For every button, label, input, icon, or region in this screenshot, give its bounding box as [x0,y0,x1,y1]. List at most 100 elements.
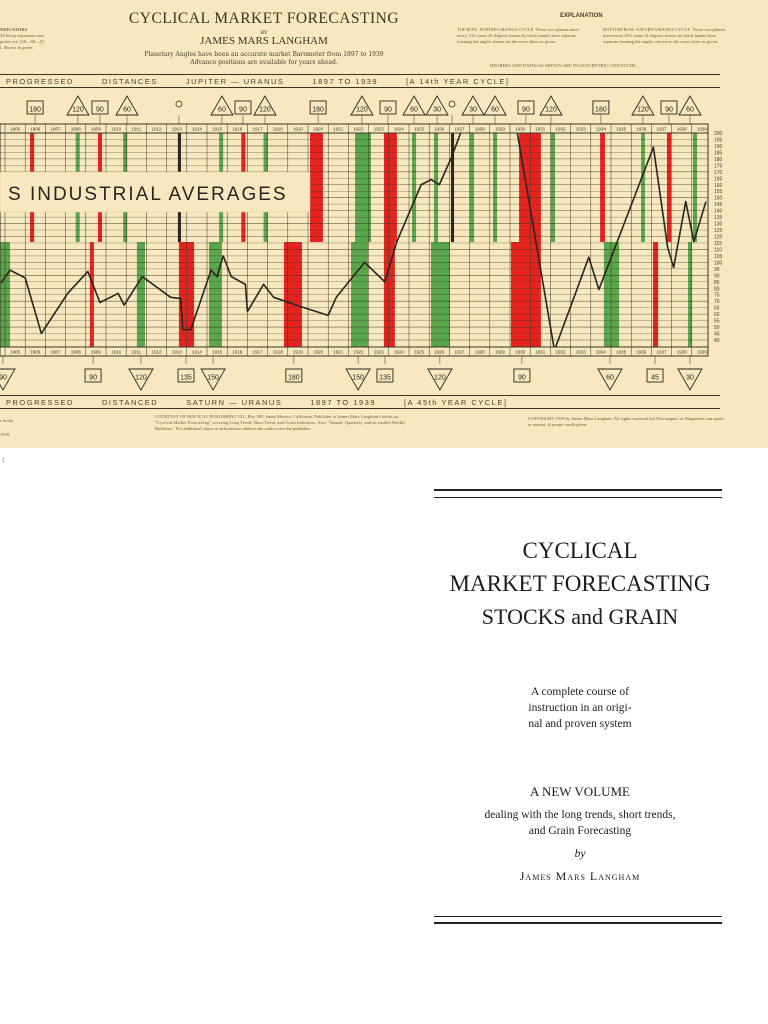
y-tick-label: 115 [714,241,722,247]
angle-label: 90 [518,375,526,382]
y-tick-label: 130 [714,222,723,228]
top-rule-thin [434,497,722,498]
angle-box [376,368,394,383]
band-label-planets: SATURN — URANUS [186,397,283,407]
angle-triangle [425,95,449,116]
y-tick-label: 50 [714,325,720,331]
left-indicators-note: NDICATORS 33 being expansion and points … [0,27,70,51]
year-label-bottom: 1923 [374,350,385,355]
poster-author: JAMES MARS LANGHAM [200,35,328,47]
angle-label: 180 [312,107,324,114]
year-label-bottom: 1930 [515,350,526,355]
y-tick-label: 165 [714,176,723,182]
chart-poster: NDICATORS 33 being expansion and points … [0,0,768,448]
stray-mark: : [2,455,5,464]
bottom-rule [434,922,722,924]
year-label-bottom: 1927 [454,350,465,355]
y-tick-label: 55 [714,319,720,325]
year-label-bottom: 1934 [596,350,607,355]
angle-label: 60 [606,375,614,382]
saturn-uranus-band [653,242,659,347]
conjunction-circle [175,100,183,108]
year-label-top: 1913 [172,127,183,132]
year-label-top: 1919 [293,127,304,132]
year-label-bottom: 1924 [394,350,405,355]
bottom-rule-thin [434,916,722,917]
y-tick-label: 45 [714,332,720,338]
left-footer: r in the 1939. [0,418,30,438]
angle-box [309,100,327,115]
band-label-text: PROGRESSED [6,397,74,407]
y-tick-label: 190 [714,144,723,150]
year-label-top: 1924 [394,127,405,132]
angle-label: 60 [123,107,131,114]
industrial-averages-line [0,133,707,347]
saturn-uranus-band [511,242,541,347]
year-label-bottom: 1928 [475,350,486,355]
book-title-line-1: CYCLICAL [522,538,638,563]
year-label-top: 1922 [353,127,364,132]
angle-triangle [631,95,655,116]
year-label-top: 1934 [596,127,607,132]
angle-label: 90 [384,107,392,114]
angle-box [513,368,531,383]
year-label-bottom: 1917 [252,350,263,355]
year-label-bottom: 1906 [30,350,41,355]
year-label-bottom: 1937 [656,350,667,355]
angle-label: 90 [89,375,97,382]
year-label-top: 1908 [71,127,82,132]
angle-triangle [66,95,90,116]
angle-triangle [597,368,623,391]
angle-label: 150 [352,375,364,382]
jupiter-uranus-band [693,133,698,242]
year-label-top: 1920 [313,127,324,132]
saturn-uranus-band [383,242,395,347]
angle-label: 30 [469,107,477,114]
year-label-bottom: 1920 [313,350,324,355]
year-label-bottom: 1926 [434,350,445,355]
year-label-bottom: 1932 [555,350,566,355]
description-line: nal and proven system [528,718,632,730]
angle-triangle [210,95,234,116]
year-label-top: 1928 [475,127,486,132]
description-line: dealing with the long trends, short tren… [484,809,676,821]
angle-label: 90 [96,107,104,114]
year-label-bottom: 1907 [50,350,61,355]
description-line: instruction in an origi- [528,702,632,714]
copyright-note: COPYRIGHT 1939 by James Mars Langham. Al… [528,416,724,427]
jupiter-uranus-band [355,133,372,242]
y-tick-label: 155 [714,189,723,195]
angle-label: 120 [545,107,557,114]
jupiter-uranus-band [383,133,397,242]
y-tick-label: 175 [714,163,723,169]
year-label-top: 1921 [333,127,344,132]
angle-box [91,100,109,115]
year-label-bottom: 1938 [677,350,688,355]
band-label-text: PROGRESSED [6,76,74,86]
y-tick-label: 40 [714,338,720,344]
band-label-text: DISTANCED [101,397,159,407]
year-label-top: 1905 [10,127,21,132]
angle-triangle [345,368,371,391]
angle-label: 45 [651,375,659,382]
angle-box [660,100,678,115]
angle-label: 30 [686,375,694,382]
y-tick-label: 75 [714,293,720,299]
footer-line: 1939. [0,432,11,437]
saturn-uranus-band [283,242,302,347]
saturn-uranus-band [431,242,451,347]
indicator-heading: NDICATORS [0,27,28,32]
angle-box [84,368,102,383]
y-tick-label: 170 [714,170,723,176]
y-tick-label: 95 [714,267,720,273]
y-tick-label: 135 [714,215,723,221]
year-label-top: 1914 [192,127,203,132]
jupiter-uranus-band [600,133,605,242]
angle-label: 135 [180,375,192,382]
year-label-bottom: 1929 [495,350,506,355]
angle-label: 90 [665,107,673,114]
year-label-top: 1916 [232,127,243,132]
angle-triangle [427,368,453,391]
explanation-note: DEGREES AND DATES AS SHOWN ARE IN GEOCEN… [490,63,637,68]
angle-label: 30 [433,107,441,114]
